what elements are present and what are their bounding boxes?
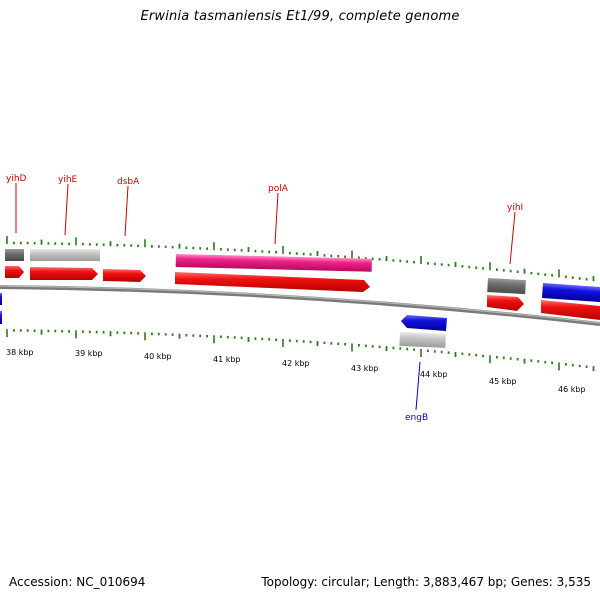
- gene-yihD-arrow[interactable]: [5, 266, 24, 278]
- gene-blue-feature[interactable]: [541, 283, 600, 303]
- callout-line: [274, 192, 279, 245]
- kbp-label: 45 kbp: [489, 377, 517, 386]
- gene-yihE-arrow[interactable]: [30, 267, 98, 280]
- gene-label-yihD[interactable]: yihD: [6, 174, 27, 184]
- gene-yihI-feature[interactable]: [487, 278, 526, 295]
- forward-tick-row: [6, 236, 595, 282]
- kbp-label: 44 kbp: [420, 370, 448, 379]
- kbp-label: 41 kbp: [213, 355, 241, 364]
- gene-yihD-feature[interactable]: [5, 249, 24, 261]
- kbp-label: 43 kbp: [351, 364, 379, 373]
- page-title: Erwinia tasmaniensis Et1/99, complete ge…: [140, 9, 460, 24]
- callout-line: [124, 185, 129, 237]
- gene-reverse-edge-1[interactable]: [0, 293, 2, 305]
- kbp-label: 38 kbp: [6, 348, 34, 357]
- genome-backbone: [0, 285, 600, 326]
- gene-label-engB[interactable]: engB: [405, 413, 428, 423]
- accession-text: Accession: NC_010694: [9, 575, 146, 589]
- gene-polA-arrow[interactable]: [175, 272, 370, 292]
- gene-reverse-edge-2[interactable]: [0, 311, 2, 324]
- reverse-tick-row: [6, 329, 595, 372]
- kbp-label: 46 kbp: [558, 385, 586, 394]
- kbp-label: 39 kbp: [75, 349, 103, 358]
- callout-line: [64, 183, 69, 236]
- gene-label-dsbA[interactable]: dsbA: [117, 177, 140, 187]
- kbp-label: 40 kbp: [144, 352, 172, 361]
- gene-label-yihI[interactable]: yihI: [507, 203, 523, 213]
- gene-forward-arrow-right[interactable]: [541, 300, 600, 320]
- callout-line: [509, 211, 516, 265]
- gene-dsbA-arrow[interactable]: [103, 269, 146, 282]
- callout-line: [415, 361, 421, 411]
- gene-yihI-arrow[interactable]: [487, 295, 524, 311]
- genome-stats-text: Topology: circular; Length: 3,883,467 bp…: [261, 575, 591, 589]
- gene-engB-feature[interactable]: [399, 331, 446, 348]
- gene-label-polA[interactable]: polA: [268, 184, 289, 194]
- gene-yihE-feature[interactable]: [30, 249, 100, 261]
- kbp-label: 42 kbp: [282, 359, 310, 368]
- gene-label-yihE[interactable]: yihE: [58, 175, 78, 185]
- gene-engB-arrow[interactable]: [401, 315, 447, 331]
- gene-polA-feature[interactable]: [175, 254, 372, 272]
